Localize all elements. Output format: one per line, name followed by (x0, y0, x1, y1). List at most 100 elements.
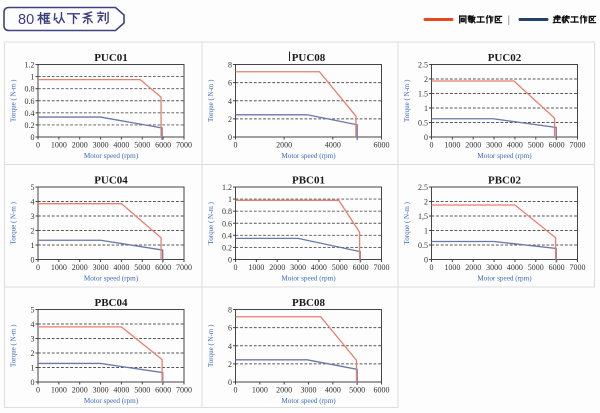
svg-text:2.5: 2.5 (418, 61, 428, 70)
svg-text:5000: 5000 (134, 141, 150, 150)
svg-text:0: 0 (31, 133, 35, 142)
svg-text:5000: 5000 (134, 263, 150, 272)
svg-text:1000: 1000 (51, 141, 67, 150)
svg-text:PUC02: PUC02 (488, 52, 522, 64)
svg-text:1000: 1000 (252, 386, 268, 395)
svg-text:0: 0 (430, 141, 434, 150)
svg-text:1: 1 (31, 73, 35, 82)
svg-text:4000: 4000 (113, 386, 129, 395)
svg-text:2000: 2000 (276, 141, 292, 150)
svg-text:6000: 6000 (374, 386, 390, 395)
svg-text:Motor speed (rpm): Motor speed (rpm) (477, 275, 532, 283)
svg-text:|: | (508, 15, 511, 26)
svg-text:0: 0 (31, 256, 35, 265)
svg-text:2: 2 (31, 349, 35, 358)
svg-text:Motor speed (rpm): Motor speed (rpm) (477, 152, 532, 160)
svg-text:2000: 2000 (269, 263, 285, 272)
svg-text:Motor speed (rpm): Motor speed (rpm) (281, 152, 336, 160)
svg-text:4000: 4000 (113, 263, 129, 272)
svg-text:6000: 6000 (155, 263, 171, 272)
svg-text:1,5: 1,5 (418, 212, 428, 221)
svg-text:1000: 1000 (51, 386, 67, 395)
svg-text:0: 0 (36, 263, 40, 272)
svg-text:0: 0 (228, 256, 232, 265)
svg-text:Torque ( N-m ): Torque ( N-m ) (403, 201, 411, 244)
svg-text:Motor speed (rpm): Motor speed (rpm) (84, 152, 139, 160)
svg-text:3: 3 (31, 212, 35, 221)
svg-text:7000: 7000 (570, 141, 586, 150)
svg-text:0.6: 0.6 (25, 97, 35, 106)
svg-text:7000: 7000 (176, 386, 192, 395)
svg-text:0.6: 0.6 (222, 219, 232, 228)
svg-text:7000: 7000 (176, 263, 192, 272)
svg-text:7000: 7000 (176, 141, 192, 150)
svg-text:8: 8 (228, 306, 232, 315)
svg-text:2000: 2000 (276, 386, 292, 395)
svg-text:Motor speed (rpm): Motor speed (rpm) (281, 275, 336, 283)
svg-text:4000: 4000 (311, 263, 327, 272)
svg-text:3: 3 (31, 335, 35, 344)
svg-text:0: 0 (31, 378, 35, 387)
svg-text:5000: 5000 (332, 263, 348, 272)
svg-text:6000: 6000 (374, 141, 390, 150)
svg-text:5000: 5000 (134, 386, 150, 395)
svg-text:0: 0 (228, 133, 232, 142)
svg-text:6: 6 (228, 324, 232, 333)
svg-text:4: 4 (31, 320, 35, 329)
svg-text:4000: 4000 (113, 141, 129, 150)
svg-text:3000: 3000 (486, 263, 502, 272)
svg-text:1: 1 (31, 241, 35, 250)
svg-text:6000: 6000 (549, 141, 565, 150)
svg-text:5000: 5000 (528, 141, 544, 150)
svg-text:PUC01: PUC01 (94, 52, 128, 64)
svg-text:6: 6 (228, 79, 232, 88)
svg-text:Torque ( N-m ): Torque ( N-m ) (207, 201, 215, 244)
svg-text:2000: 2000 (465, 141, 481, 150)
svg-text:0: 0 (430, 263, 434, 272)
svg-text:PBC08: PBC08 (292, 297, 326, 309)
svg-text:0.5: 0.5 (418, 241, 428, 250)
svg-text:0.8: 0.8 (222, 207, 232, 216)
svg-text:5000: 5000 (349, 386, 365, 395)
svg-text:6000: 6000 (155, 386, 171, 395)
svg-text:1.2: 1.2 (25, 61, 35, 70)
svg-text:1: 1 (424, 227, 428, 236)
svg-text:0: 0 (424, 256, 428, 265)
svg-text:4000: 4000 (325, 141, 341, 150)
svg-text:7000: 7000 (570, 263, 586, 272)
svg-text:0: 0 (234, 141, 238, 150)
svg-text:3000: 3000 (486, 141, 502, 150)
svg-text:1.5: 1.5 (418, 90, 428, 99)
svg-text:8: 8 (228, 61, 232, 70)
svg-text:2000: 2000 (72, 263, 88, 272)
svg-text:3000: 3000 (290, 263, 306, 272)
svg-text:0.4: 0.4 (25, 109, 35, 118)
svg-text:Motor speed (rpm): Motor speed (rpm) (84, 275, 139, 283)
svg-text:80: 80 (18, 12, 34, 28)
svg-text:1000: 1000 (248, 263, 264, 272)
svg-text:Motor speed (rpm): Motor speed (rpm) (281, 397, 336, 405)
svg-text:4: 4 (228, 97, 232, 106)
svg-text:4000: 4000 (325, 386, 341, 395)
svg-text:2: 2 (424, 75, 428, 84)
svg-text:2000: 2000 (465, 263, 481, 272)
svg-text:0: 0 (36, 141, 40, 150)
svg-text:0: 0 (228, 378, 232, 387)
svg-text:PBC02: PBC02 (488, 174, 522, 186)
svg-text:0: 0 (234, 386, 238, 395)
svg-text:Torque ( N-m ): Torque ( N-m ) (403, 79, 411, 122)
svg-text:0: 0 (234, 263, 238, 272)
svg-text:0.2: 0.2 (222, 243, 232, 252)
svg-text:1.2: 1.2 (222, 183, 232, 192)
svg-text:PUC04: PUC04 (94, 174, 128, 186)
svg-text:3000: 3000 (93, 386, 109, 395)
svg-text:7000: 7000 (374, 263, 390, 272)
svg-text:4: 4 (31, 198, 35, 207)
svg-text:2: 2 (228, 115, 232, 124)
svg-text:1000: 1000 (51, 263, 67, 272)
svg-text:5000: 5000 (528, 263, 544, 272)
svg-text:Torque ( N-m ): Torque ( N-m ) (207, 79, 215, 122)
svg-text:Torque ( N-m ): Torque ( N-m ) (10, 79, 18, 122)
svg-text:0: 0 (424, 133, 428, 142)
svg-text:2000: 2000 (72, 386, 88, 395)
